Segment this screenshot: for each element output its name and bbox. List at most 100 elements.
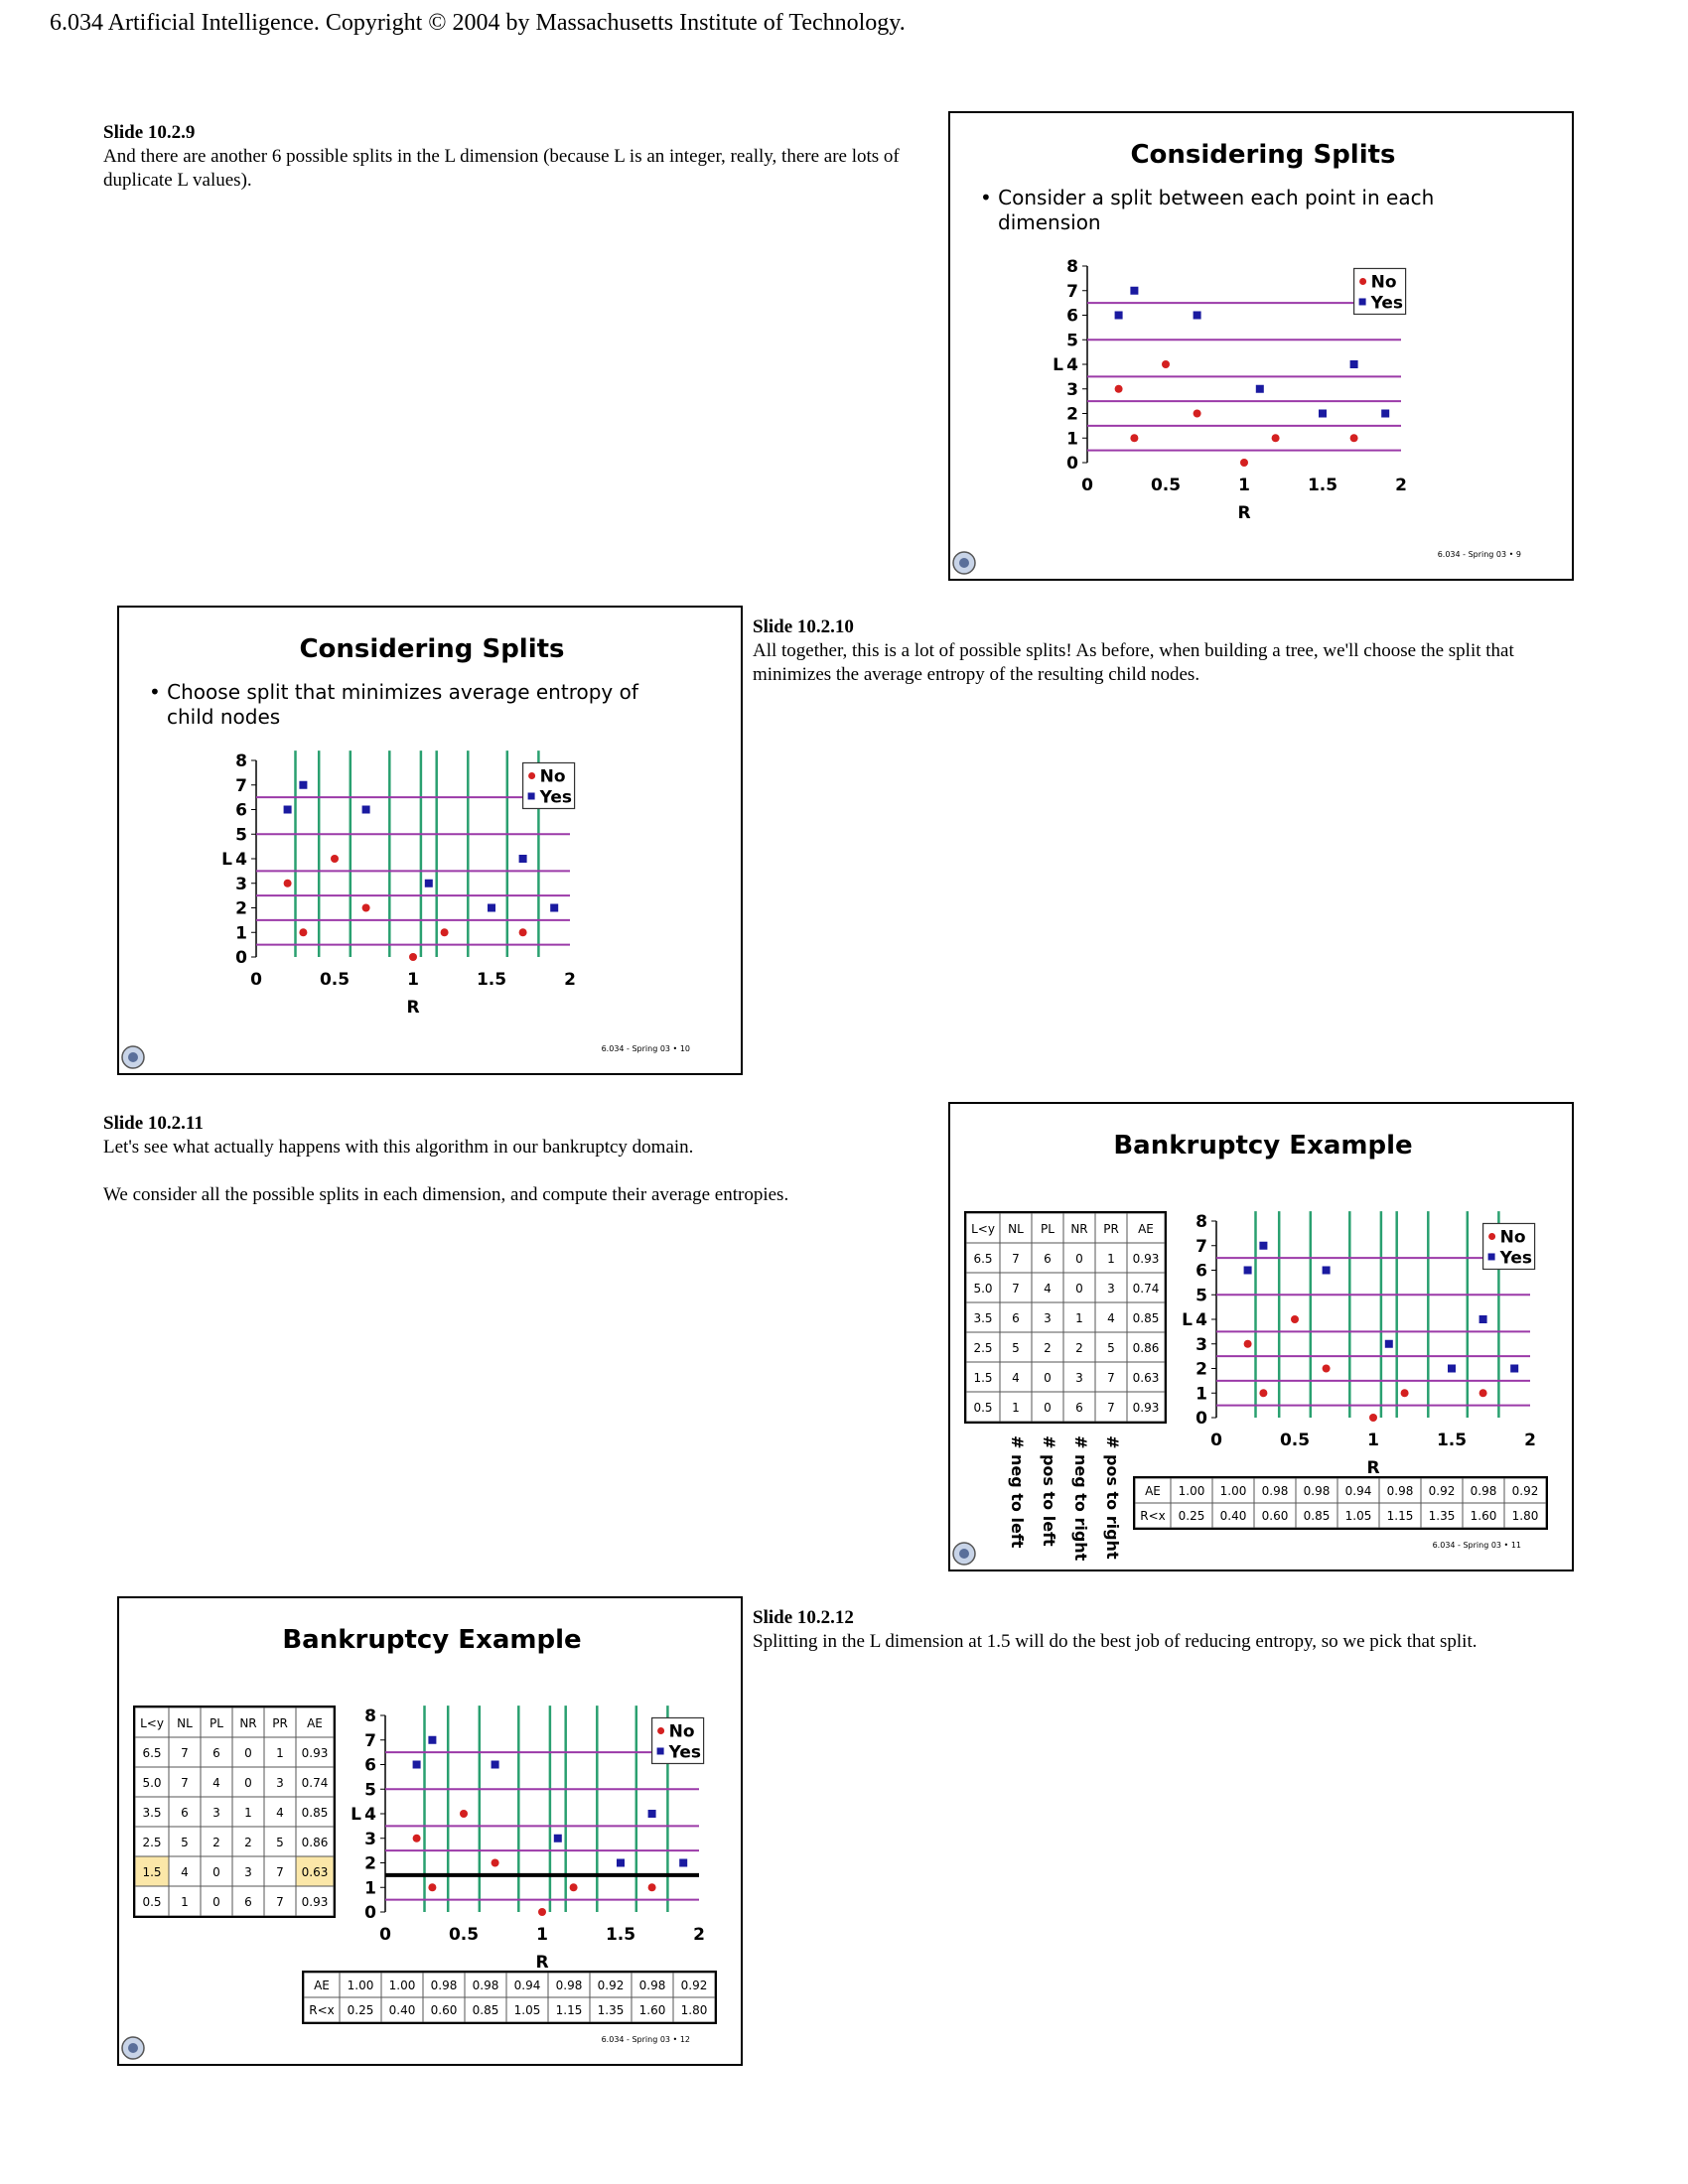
yes-point <box>1243 1266 1252 1275</box>
table-value: 6 <box>244 1895 252 1909</box>
table-cell <box>1062 1242 1096 1274</box>
table-value: 0.93 <box>302 1746 329 1760</box>
yes-point <box>283 805 292 814</box>
y-axis-label: L <box>351 1805 361 1825</box>
table-cell <box>168 1736 202 1768</box>
legend-no-marker <box>528 771 536 779</box>
y-tick-label: 0 <box>1196 1409 1207 1429</box>
table-value: 6 <box>181 1806 189 1820</box>
caption-title: Slide 10.2.11 <box>103 1113 204 1134</box>
table-cell <box>547 1996 591 2023</box>
table-value: 3.5 <box>142 1806 161 1820</box>
x-tick-label: 1.5 <box>1437 1431 1467 1450</box>
table-header: NR <box>239 1716 256 1730</box>
table-value: 0.94 <box>1345 1484 1372 1498</box>
table-value: 1.5 <box>142 1865 161 1879</box>
legend-box <box>1481 1222 1536 1271</box>
table-value: 0.98 <box>473 1979 499 1992</box>
table-value: 0.85 <box>1304 1509 1331 1523</box>
legend-yes-label: Yes <box>539 787 572 807</box>
yes-point <box>424 879 433 887</box>
table-cell <box>1094 1212 1128 1244</box>
yes-point <box>1510 1364 1519 1373</box>
yes-point <box>361 805 370 814</box>
slide-title: Bankruptcy Example <box>1113 1131 1412 1160</box>
table-value: 5.0 <box>142 1776 161 1790</box>
table-value: 0.5 <box>142 1895 161 1909</box>
table-value: 6.5 <box>142 1746 161 1760</box>
table-cell <box>422 1996 466 2023</box>
legend-no-label: No <box>669 1721 695 1741</box>
table-value: 3 <box>212 1806 220 1820</box>
y-tick-label: 6 <box>364 1756 376 1776</box>
table-header: PL <box>210 1716 223 1730</box>
table-cell <box>464 1996 507 2023</box>
table-cell <box>200 1855 233 1887</box>
bullet-line-1: • Consider a split between each point in… <box>980 186 1434 209</box>
yes-point <box>553 1834 562 1843</box>
no-point <box>409 953 417 961</box>
slide-footer: 6.034 - Spring 03 • 9 <box>1438 550 1521 559</box>
no-point <box>1369 1414 1377 1422</box>
table-value: 1.35 <box>598 2003 625 2017</box>
table-value: 1.00 <box>1179 1484 1205 1498</box>
table-header: NR <box>1070 1222 1087 1236</box>
slide-10: Considering Splits • Choose split that mi… <box>117 606 743 1075</box>
table-value: 1 <box>1107 1252 1115 1266</box>
table-cell <box>965 1272 1001 1303</box>
table-border <box>1133 1476 1548 1530</box>
table-cell <box>231 1796 265 1828</box>
table-value: 1.15 <box>1387 1509 1414 1523</box>
y-axis-label: L <box>221 850 232 870</box>
y-tick-label: 0 <box>1066 454 1078 474</box>
table-value: 2 <box>244 1836 252 1849</box>
yes-point <box>518 855 527 863</box>
slide-title: Considering Splits <box>1130 140 1395 170</box>
yes-point <box>1322 1266 1331 1275</box>
table-cell <box>1336 1477 1380 1504</box>
legend-no-marker <box>1359 277 1367 285</box>
table-cell <box>1295 1477 1338 1504</box>
table-cell <box>965 1331 1001 1363</box>
table-cell <box>168 1796 202 1828</box>
legend-yes-label: Yes <box>1370 293 1403 313</box>
table-value: 0.74 <box>1133 1282 1160 1296</box>
table-value: 4 <box>1012 1371 1020 1385</box>
table-cell <box>295 1796 335 1828</box>
table-cell <box>303 1972 341 1998</box>
x-tick-label: 2 <box>1524 1431 1536 1450</box>
x-tick-label: 0 <box>1210 1431 1222 1450</box>
table-value: 0.85 <box>1133 1311 1160 1325</box>
speaker-icon <box>952 1542 976 1566</box>
caption-text: And there are another 6 possible splits … <box>103 146 900 191</box>
legend-yes-marker <box>1358 298 1366 306</box>
r-split-table: AE 1.00 1.00 0.98 0.98 0.94 0.98 0.92 0.98 0.92 R<… <box>302 1971 717 2024</box>
y-tick-label: 4 <box>1066 355 1078 375</box>
x-tick-label: 2 <box>693 1925 705 1945</box>
table-cell <box>295 1855 335 1887</box>
x-axis-label: R <box>1237 503 1250 523</box>
yes-point <box>428 1735 437 1744</box>
table-value: 1.00 <box>348 1979 374 1992</box>
table-cell <box>999 1212 1033 1244</box>
slide-12: Bankruptcy Example 6.034 - Spring 03 • 12… <box>117 1596 743 2066</box>
table-cell <box>1062 1391 1096 1423</box>
table-value: 1.60 <box>1471 1509 1497 1523</box>
yes-point <box>647 1810 656 1818</box>
table-value: 6 <box>1012 1311 1020 1325</box>
table-value: 2 <box>212 1836 220 1849</box>
caption-text: All together, this is a lot of possible … <box>753 640 1514 685</box>
table-value: 0.63 <box>1133 1371 1160 1385</box>
table-value: 2.5 <box>973 1341 992 1355</box>
y-tick-label: 8 <box>364 1706 376 1726</box>
y-tick-label: 1 <box>1196 1384 1207 1404</box>
table-cell <box>134 1796 170 1828</box>
legend-yes-marker <box>656 1747 664 1755</box>
table-value: 4 <box>276 1806 284 1820</box>
yes-point <box>1319 409 1327 418</box>
table-cell <box>1126 1331 1166 1363</box>
x-axis-label: R <box>1366 1458 1379 1478</box>
r-split-table: AE 1.00 1.00 0.98 0.98 0.94 0.98 0.92 0.98 0.92 R<… <box>1133 1476 1548 1530</box>
table-value: 0.94 <box>514 1979 541 1992</box>
